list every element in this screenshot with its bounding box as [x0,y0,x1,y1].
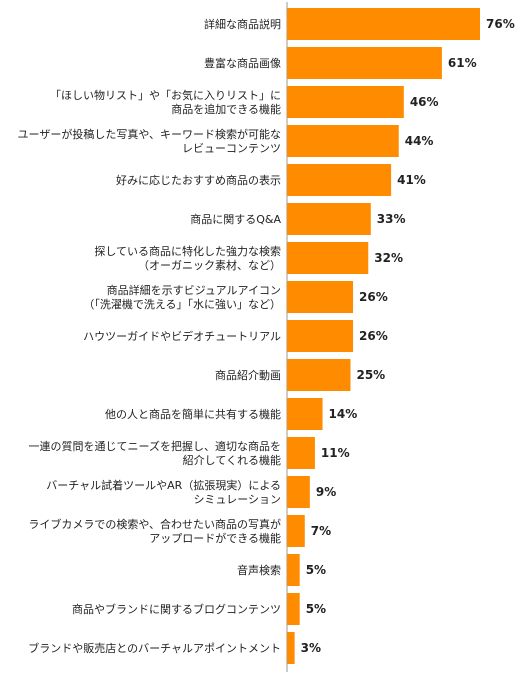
category-label-1: 豊富な商品画像 [204,56,281,70]
category-label-7: 商品詳細を示すビジュアルアイコン（「洗濯機で洗える」「水に強い」など） [83,283,281,311]
value-label-3: 44% [405,134,434,148]
category-label-10: 他の人と商品を簡単に共有する機能 [105,407,281,421]
bar-7 [287,281,354,313]
value-label-1: 61% [448,56,477,70]
value-label-5: 33% [377,212,406,226]
value-label-0: 76% [486,17,515,31]
value-label-6: 32% [374,251,403,265]
value-label-16: 3% [301,641,321,655]
value-labels-group: 76% 61% 46% 44% 41% 33% 32% 26% 26% 25% 14% 11% 9% 7%… [301,17,515,655]
value-label-4: 41% [397,173,426,187]
bar-9 [287,359,351,391]
bars-group [287,8,480,664]
category-label-0: 詳細な商品説明 [204,17,281,31]
category-labels-group: 詳細な商品説明豊富な商品画像「ほしい物リスト」や「お気に入りリスト」に商品を追加… [18,17,282,655]
category-label-9: 商品紹介動画 [215,368,281,382]
bar-15 [287,593,300,625]
value-label-13: 7% [311,524,331,538]
bar-0 [287,8,480,40]
value-label-15: 5% [306,602,326,616]
category-label-12: バーチャル試着ツールやAR（拡張現実）によるシミュレーション [46,478,281,506]
category-label-16: ブランドや販売店とのバーチャルアポイントメント [28,641,281,655]
category-label-13: ライブカメラでの検索や、合わせたい商品の写真がアップロードができる機能 [28,517,281,545]
category-label-5: 商品に関するQ&A [190,212,281,226]
bar-6 [287,242,369,274]
value-label-14: 5% [306,563,326,577]
category-label-6: 探している商品に特化した強力な検索（オーガニック素材、など） [94,244,281,272]
bar-13 [287,515,305,547]
value-label-7: 26% [359,290,388,304]
bar-16 [287,632,295,664]
bar-4 [287,164,392,196]
bar-11 [287,437,315,469]
value-label-9: 25% [356,368,385,382]
value-label-2: 46% [410,95,439,109]
bar-2 [287,86,404,118]
category-label-3: ユーザーが投稿した写真や、キーワード検索が可能なレビューコンテンツ [18,127,281,155]
value-label-12: 9% [316,485,336,499]
value-label-8: 26% [359,329,388,343]
bar-14 [287,554,300,586]
bar-3 [287,125,399,157]
bar-10 [287,398,323,430]
bar-12 [287,476,310,508]
category-label-8: ハウツーガイドやビデオチュートリアル [83,329,281,343]
value-label-11: 11% [321,446,350,460]
bar-5 [287,203,371,235]
category-label-15: 商品やブランドに関するブログコンテンツ [72,602,281,616]
bar-1 [287,47,442,79]
category-label-11: 一連の質問を通じてニーズを把握し、適切な商品を紹介してくれる機能 [29,439,281,467]
bar-8 [287,320,354,352]
category-label-4: 好みに応じたおすすめ商品の表示 [116,173,281,187]
category-label-2: 「ほしい物リスト」や「お気に入りリスト」に商品を追加できる機能 [50,88,281,116]
category-label-14: 音声検索 [237,563,281,577]
value-label-10: 14% [329,407,358,421]
